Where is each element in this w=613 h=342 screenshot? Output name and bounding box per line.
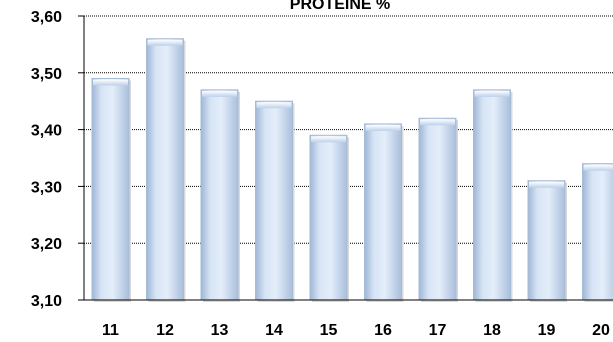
x-tick-label: 16 <box>374 322 392 339</box>
x-tick-label: 13 <box>211 322 229 339</box>
bar-highlight <box>202 90 237 97</box>
x-axis-ticks: 11 12 13 14 15 16 17 18 19 20 <box>102 322 610 339</box>
bar <box>146 38 186 302</box>
bar-body <box>309 134 348 301</box>
bar <box>255 100 295 302</box>
bar-highlight <box>529 181 564 188</box>
bar <box>473 89 513 302</box>
y-tick-label: 3,10 <box>31 293 62 310</box>
x-tick-label: 14 <box>265 322 283 339</box>
x-tick-label: 18 <box>483 322 501 339</box>
y-tick-label: 3,50 <box>31 66 62 83</box>
bar-highlight <box>420 119 455 126</box>
y-tick-label: 3,20 <box>31 236 62 253</box>
bar <box>582 163 613 302</box>
bar-highlight <box>365 124 401 131</box>
bar <box>91 77 131 302</box>
bar-highlight <box>311 136 346 143</box>
axes <box>83 16 613 301</box>
chart-title: PROTEINE % <box>290 0 390 13</box>
bar-highlight <box>583 164 613 171</box>
x-tick-label: 20 <box>592 322 610 339</box>
bar <box>364 123 404 302</box>
bar-body <box>473 89 511 301</box>
bar-body <box>527 180 566 301</box>
bar <box>309 134 349 302</box>
y-axis-ticks: 3,10 3,20 3,30 3,40 3,50 3,60 <box>31 9 84 310</box>
bar-highlight <box>256 102 292 109</box>
bar-body <box>255 100 293 301</box>
y-tick-label: 3,30 <box>31 179 62 196</box>
x-tick-label: 17 <box>429 322 447 339</box>
bar-body <box>200 89 239 301</box>
bar <box>200 89 240 302</box>
y-tick-label: 3,40 <box>31 123 62 140</box>
bar-highlight <box>93 79 128 86</box>
bar-body <box>146 38 184 301</box>
bar <box>418 117 458 303</box>
x-tick-label: 12 <box>156 322 174 339</box>
bar-highlight <box>147 39 183 46</box>
bar-body <box>364 123 402 301</box>
bar-body <box>418 117 457 301</box>
bar-body <box>91 77 130 301</box>
y-tick-label: 3,60 <box>31 9 62 26</box>
bar <box>527 180 567 302</box>
x-tick-label: 11 <box>102 322 119 339</box>
bars <box>91 38 613 303</box>
bar-highlight <box>474 90 510 97</box>
x-tick-label: 15 <box>320 322 338 339</box>
bar-body <box>582 163 613 301</box>
x-tick-label: 19 <box>538 322 556 339</box>
